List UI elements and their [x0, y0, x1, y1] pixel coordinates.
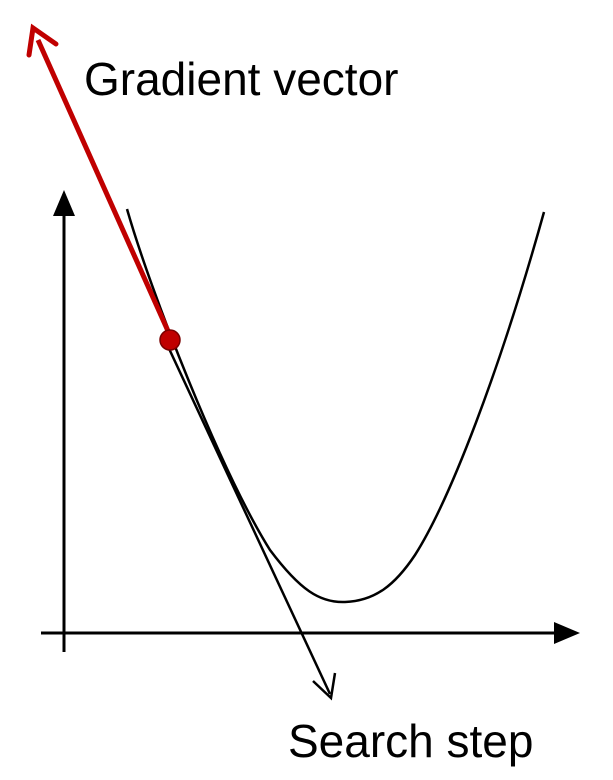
gradient-vector-arrow	[26, 23, 175, 342]
search-step-label: Search step	[288, 715, 534, 767]
gradient-vector-label: Gradient vector	[84, 53, 399, 105]
current-point-marker	[159, 329, 181, 351]
search-step-arrowhead	[312, 672, 337, 701]
y-axis	[53, 190, 75, 652]
x-axis-arrowhead	[554, 622, 580, 644]
search-step-arrow	[163, 339, 337, 701]
gradient-vector-line	[35, 38, 175, 342]
x-axis	[41, 622, 580, 644]
y-axis-arrowhead	[53, 190, 75, 216]
objective-curve	[125, 208, 546, 604]
gradient-vector-arrowhead	[26, 23, 59, 58]
search-step-line	[163, 339, 332, 695]
